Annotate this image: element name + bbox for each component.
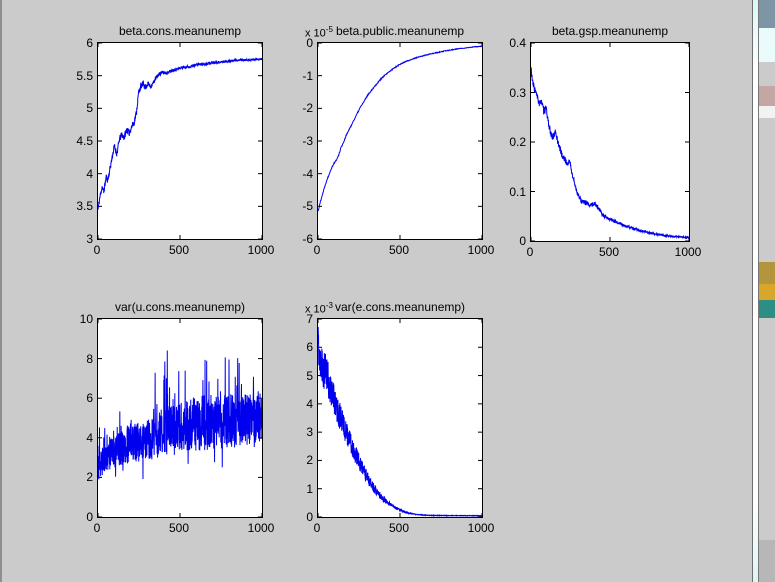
y-tick-label: 4.5 [76, 134, 93, 148]
x-tick-label: 500 [388, 243, 410, 257]
y-tick-label: 5.5 [76, 68, 93, 83]
y-tick-label: -5 [302, 199, 313, 214]
subplot-beta-gsp-meanunemp: beta.gsp.meanunemp 0 0.1 0.2 0.3 0.4 0 500 1000 [509, 24, 701, 259]
window-left-border [0, 0, 2, 582]
screen-edge-divider-2 [758, 0, 759, 582]
y-tick-label: -1 [302, 68, 313, 83]
x-tick-label: 0 [526, 245, 534, 259]
plot-axes[interactable] [97, 42, 263, 240]
x-tick-label: 500 [168, 521, 190, 535]
trace-line [318, 45, 482, 212]
x-tick-label: 0 [93, 521, 101, 535]
desktop-strip-light [759, 28, 775, 62]
trace-plot-canvas [318, 43, 482, 239]
desktop-strip-grey-2 [759, 118, 775, 262]
x-tick-label: 500 [168, 243, 190, 257]
y-tick-label: 7 [306, 312, 313, 326]
subplot-beta-public-meanunemp: beta.public.meanunemp x 10-5 -6 -5 -4 -3 -2 -… [302, 24, 494, 257]
y-tick-label: 0 [306, 36, 313, 50]
plot-axes[interactable] [97, 318, 263, 518]
subplot-var-u-cons-meanunemp: var(u.cons.meanunemp) 0 2 4 6 8 10 0 500 1000 [80, 300, 275, 535]
plot-title: var(e.cons.meanunemp) [334, 300, 466, 314]
subplot-var-e-cons-meanunemp: var(e.cons.meanunemp) x 10-3 0 1 2 3 4 5 6 7 0 50… [305, 300, 494, 535]
window-edge-top-fragment [759, 0, 775, 28]
y-tick-label: 6 [86, 36, 93, 50]
desktop-strip-pink [759, 86, 775, 106]
y-tick-label: 1 [306, 481, 313, 496]
x-tick-label: 500 [598, 245, 620, 259]
x-tick-label: 0 [93, 243, 101, 257]
x-tick-label: 0 [313, 521, 321, 535]
y-tick-label: 4 [86, 166, 93, 181]
y-tick-label: -3 [302, 134, 313, 148]
trace-line [318, 327, 482, 517]
y-tick-label: 0.1 [509, 184, 526, 199]
y-axis-exponent-label: x 10-3 [305, 301, 333, 316]
trace-plot-canvas [98, 43, 262, 239]
x-tick-label: 1000 [247, 243, 275, 257]
y-tick-label: 0 [519, 234, 526, 248]
y-tick-label: 0.2 [509, 135, 526, 149]
trace-line [531, 67, 689, 240]
plot-axes[interactable] [530, 42, 690, 242]
plot-title: beta.gsp.meanunemp [551, 24, 669, 38]
x-tick-label: 500 [388, 521, 410, 535]
desktop-strip-grey-dark [759, 540, 775, 582]
desktop-strip-grey-3 [759, 318, 775, 540]
y-axis-exponent-label: x 10-5 [305, 25, 333, 40]
plot-title: var(u.cons.meanunemp) [114, 300, 246, 314]
y-tick-label: -2 [302, 101, 313, 116]
plot-title: beta.cons.meanunemp [118, 24, 242, 38]
desktop-icon-fragment-teal[interactable] [759, 300, 775, 318]
y-tick-label: 2 [306, 453, 313, 468]
y-tick-label: 10 [79, 312, 93, 326]
desktop-edge-sliver [759, 0, 775, 582]
trace-line [98, 350, 262, 480]
desktop-strip-white [759, 106, 775, 118]
y-tick-label: 0 [306, 510, 313, 524]
screen-edge-divider [752, 0, 753, 582]
plot-title: beta.public.meanunemp [335, 24, 465, 38]
y-tick-label: 8 [86, 351, 93, 366]
trace-line [98, 57, 262, 210]
y-tick-label: 0 [86, 510, 93, 524]
trace-plot-canvas [98, 319, 262, 517]
subplot-beta-cons-meanunemp: beta.cons.meanunemp 3 3.5 4 4.5 5 5.5 6 0 500 100… [76, 24, 274, 257]
y-tick-label: -4 [302, 166, 313, 181]
plot-axes[interactable] [317, 42, 483, 240]
x-tick-label: 1000 [674, 245, 702, 259]
x-tick-label: 1000 [467, 243, 495, 257]
x-tick-label: 1000 [467, 521, 495, 535]
desktop-icon-fragment-yellow-1[interactable] [759, 262, 775, 284]
desktop-icon-fragment-yellow-2[interactable] [759, 284, 775, 300]
y-tick-label: 0.4 [509, 36, 526, 50]
y-tick-label: -6 [302, 232, 313, 246]
x-tick-label: 1000 [247, 521, 275, 535]
trace-plot-canvas [318, 319, 482, 517]
y-tick-label: 4 [86, 430, 93, 445]
trace-plot-canvas [531, 43, 689, 241]
y-tick-label: 5 [306, 368, 313, 383]
y-tick-label: 3 [306, 425, 313, 440]
y-tick-label: 6 [86, 391, 93, 406]
y-tick-label: 5 [86, 101, 93, 116]
y-tick-label: 3 [86, 232, 93, 246]
y-tick-label: 3.5 [76, 199, 93, 214]
x-tick-label: 0 [313, 243, 321, 257]
y-tick-label: 0.3 [509, 85, 526, 100]
desktop-strip-grey-1 [759, 62, 775, 86]
screen-edge-highlight-strip [753, 0, 758, 582]
y-tick-label: 6 [306, 340, 313, 355]
y-tick-label: 4 [306, 396, 313, 411]
y-tick-label: 2 [86, 470, 93, 485]
plot-axes[interactable] [317, 318, 483, 518]
